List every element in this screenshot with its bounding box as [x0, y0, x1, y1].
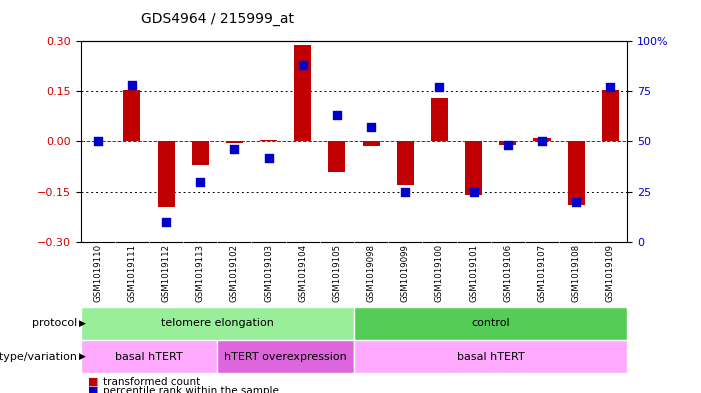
- Text: GSM1019109: GSM1019109: [606, 244, 615, 302]
- Bar: [226, 141, 243, 143]
- Text: GSM1019112: GSM1019112: [161, 244, 170, 302]
- Point: [195, 178, 206, 185]
- Point: [365, 124, 376, 130]
- Bar: [601, 90, 619, 141]
- Bar: [465, 141, 482, 195]
- Text: protocol: protocol: [32, 318, 77, 328]
- Bar: [191, 141, 209, 165]
- Text: hTERT overexpression: hTERT overexpression: [224, 352, 347, 362]
- Text: GSM1019106: GSM1019106: [503, 244, 512, 302]
- Text: genotype/variation: genotype/variation: [0, 352, 77, 362]
- Bar: [217, 340, 354, 373]
- Point: [161, 219, 172, 225]
- Bar: [123, 90, 140, 141]
- Point: [502, 142, 513, 149]
- Text: ■: ■: [88, 386, 98, 393]
- Point: [229, 146, 240, 152]
- Text: GSM1019099: GSM1019099: [401, 244, 410, 301]
- Point: [434, 84, 445, 90]
- Bar: [260, 140, 277, 141]
- Point: [536, 138, 547, 145]
- Bar: [499, 141, 517, 145]
- Bar: [328, 141, 346, 171]
- Text: ▶: ▶: [79, 352, 86, 361]
- Text: GSM1019102: GSM1019102: [230, 244, 239, 302]
- Text: ▶: ▶: [79, 319, 86, 328]
- Bar: [294, 44, 311, 141]
- Text: GSM1019098: GSM1019098: [367, 244, 376, 302]
- Text: telomere elongation: telomere elongation: [161, 318, 274, 328]
- Bar: [568, 141, 585, 205]
- Text: GSM1019104: GSM1019104: [298, 244, 307, 302]
- Text: basal hTERT: basal hTERT: [457, 352, 524, 362]
- Bar: [81, 340, 217, 373]
- Point: [571, 198, 582, 205]
- Point: [92, 138, 103, 145]
- Bar: [362, 141, 380, 147]
- Text: ■: ■: [88, 377, 98, 387]
- Bar: [158, 141, 175, 207]
- Point: [468, 188, 479, 195]
- Bar: [533, 138, 550, 141]
- Text: GSM1019111: GSM1019111: [128, 244, 137, 302]
- Point: [263, 154, 274, 161]
- Text: GSM1019110: GSM1019110: [93, 244, 102, 302]
- Text: GSM1019101: GSM1019101: [469, 244, 478, 302]
- Text: GSM1019113: GSM1019113: [196, 244, 205, 302]
- Text: basal hTERT: basal hTERT: [115, 352, 183, 362]
- Text: control: control: [471, 318, 510, 328]
- Bar: [81, 307, 354, 340]
- Text: GSM1019107: GSM1019107: [538, 244, 547, 302]
- Bar: [354, 307, 627, 340]
- Text: GSM1019105: GSM1019105: [332, 244, 341, 302]
- Bar: [354, 340, 627, 373]
- Point: [605, 84, 616, 90]
- Bar: [397, 141, 414, 185]
- Point: [332, 112, 343, 119]
- Text: GSM1019100: GSM1019100: [435, 244, 444, 302]
- Text: GDS4964 / 215999_at: GDS4964 / 215999_at: [141, 11, 294, 26]
- Point: [297, 62, 308, 68]
- Point: [126, 82, 137, 88]
- Text: GSM1019108: GSM1019108: [571, 244, 580, 302]
- Point: [400, 188, 411, 195]
- Text: transformed count: transformed count: [103, 377, 200, 387]
- Bar: [431, 98, 448, 141]
- Text: percentile rank within the sample: percentile rank within the sample: [103, 386, 279, 393]
- Text: GSM1019103: GSM1019103: [264, 244, 273, 302]
